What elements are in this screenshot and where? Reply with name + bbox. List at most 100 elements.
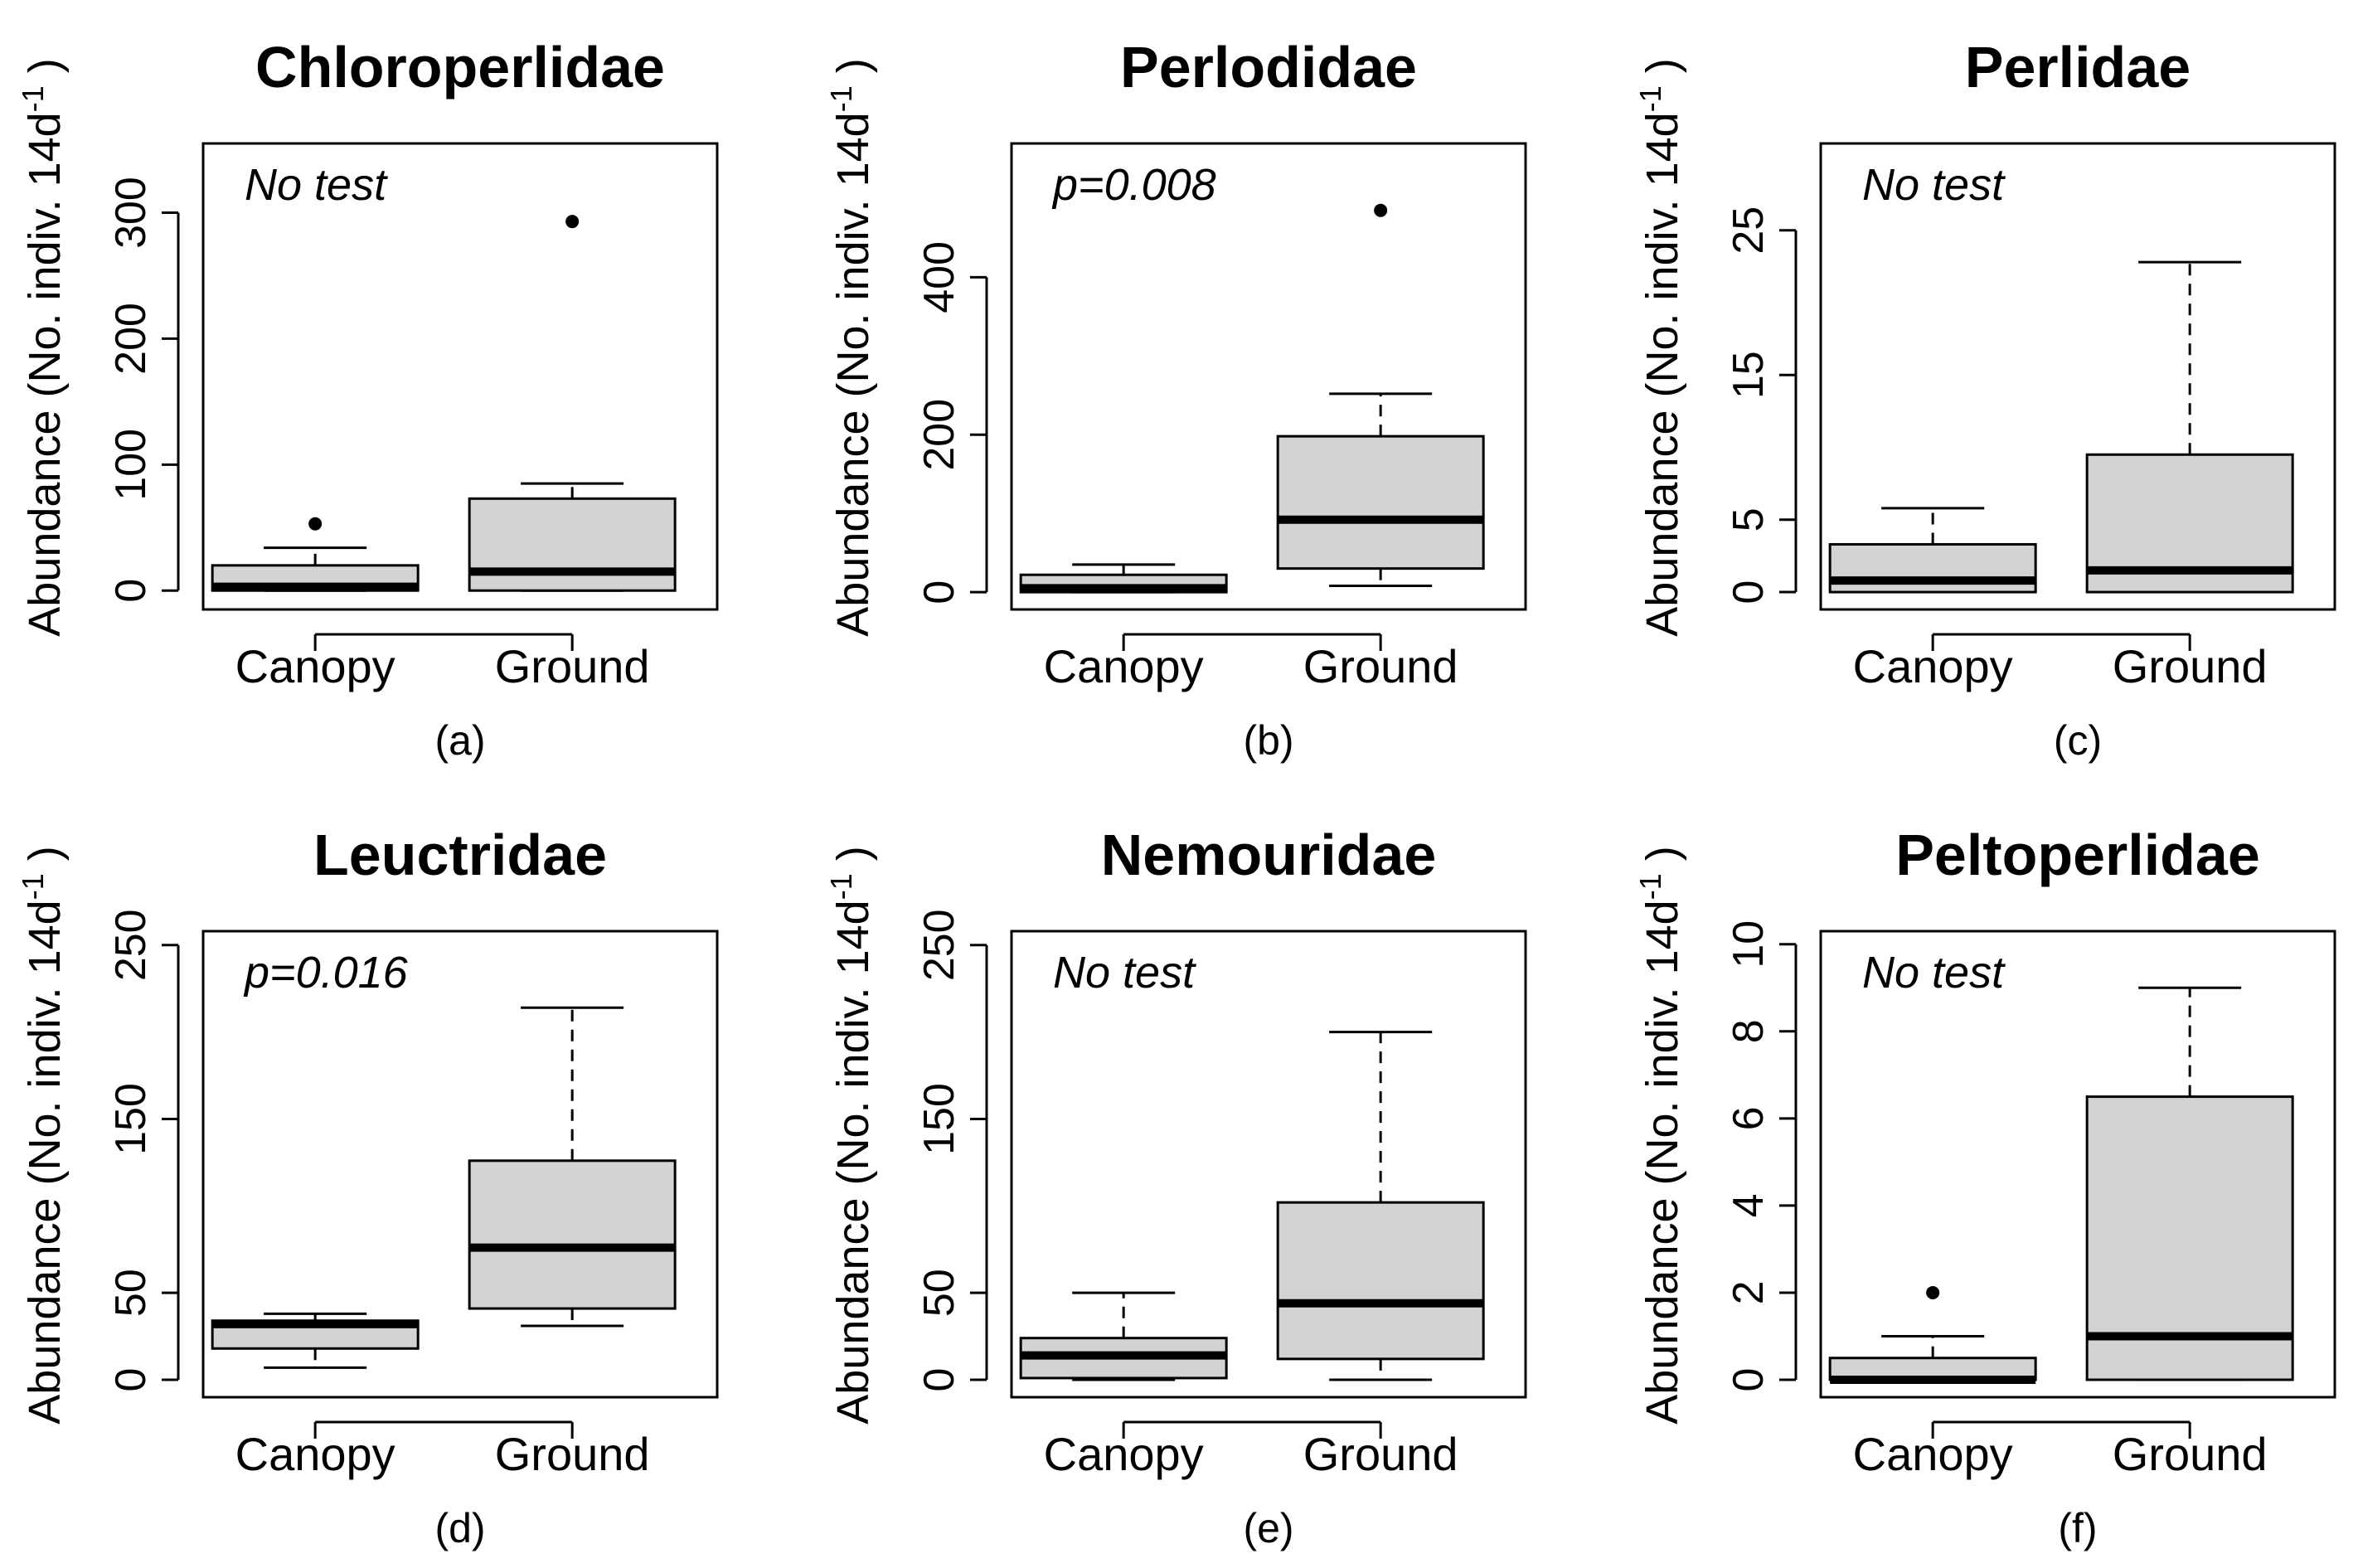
test-annotation: No test — [1862, 160, 2006, 210]
test-annotation: No test — [245, 160, 388, 210]
y-axis-title: Abundance (No. indiv. 14d-1 ) — [1633, 846, 1687, 1424]
panel-label: (c) — [2054, 717, 2102, 764]
test-annotation: No test — [1862, 948, 2006, 998]
y-axis-title-sup: -1 — [824, 873, 858, 900]
panel-label: (a) — [434, 717, 485, 764]
y-tick-label: 200 — [915, 399, 963, 471]
panel-title: Leuctridae — [313, 823, 607, 887]
box-iqr — [1276, 434, 1485, 570]
box-canopy — [1019, 563, 1228, 594]
panel-title: Perlodidae — [1120, 35, 1417, 100]
y-tick-label: 5 — [1725, 507, 1773, 532]
y-tick-label: 0 — [1725, 1368, 1773, 1392]
box-iqr — [1828, 542, 2037, 594]
y-tick-label: 8 — [1725, 1019, 1773, 1043]
x-tick-label: Ground — [1303, 1428, 1458, 1480]
plot-frame — [201, 142, 719, 611]
x-tick-label: Canopy — [1853, 1428, 2013, 1480]
test-annotation: p=0.016 — [243, 948, 409, 998]
y-tick-label: 15 — [1725, 351, 1773, 399]
y-tick-label: 50 — [107, 1269, 155, 1317]
box-canopy — [211, 517, 420, 592]
y-axis-title-main: Abundance (No. indiv. 14d — [20, 900, 70, 1424]
y-tick-label: 2 — [1725, 1280, 1773, 1304]
plot-frame — [201, 930, 719, 1399]
y-tick-label: 6 — [1725, 1106, 1773, 1130]
panel-4: Leuctridae 0 50 150 250 Canopy Ground(d) Abunda… — [16, 823, 719, 1551]
y-tick-label: 25 — [1725, 206, 1773, 255]
test-annotation: p=0.008 — [1051, 160, 1216, 210]
box-ground — [468, 215, 677, 592]
box-iqr — [1276, 1201, 1485, 1361]
panel-label: (d) — [434, 1505, 485, 1551]
y-axis-title-main: Abundance (No. indiv. 14d — [1638, 112, 1687, 636]
y-tick-label: 150 — [107, 1083, 155, 1155]
panel-title: Peltoperlidae — [1895, 823, 2260, 887]
x-tick-label: Canopy — [235, 1428, 395, 1480]
y-tick-label: 100 — [107, 429, 155, 501]
y-axis-title: Abundance (No. indiv. 14d-1 ) — [824, 846, 878, 1424]
y-tick-label: 50 — [915, 1269, 963, 1317]
y-axis-title-close: ) — [1638, 58, 1687, 85]
y-axis-title-close: ) — [828, 58, 878, 85]
x-tick-label: Ground — [2113, 1428, 2268, 1480]
box-ground — [1276, 1031, 1485, 1381]
y-tick-label: 300 — [107, 177, 155, 249]
y-axis-title-sup: -1 — [16, 85, 50, 112]
y-tick-label: 0 — [915, 580, 963, 604]
y-tick-label: 400 — [915, 241, 963, 313]
y-axis-title: Abundance (No. indiv. 14d-1 ) — [1633, 58, 1687, 636]
outlier-point — [565, 215, 580, 229]
box-canopy — [1828, 507, 2037, 594]
x-tick-label: Canopy — [1044, 1428, 1204, 1480]
box-canopy — [211, 1312, 420, 1369]
y-tick-label: 10 — [1725, 920, 1773, 968]
y-axis-title-sup: -1 — [1633, 85, 1667, 112]
box-canopy — [1019, 1291, 1228, 1381]
y-axis-title-main: Abundance (No. indiv. 14d — [1638, 900, 1687, 1424]
x-tick-label: Ground — [1303, 640, 1458, 692]
y-axis-title-close: ) — [20, 58, 70, 85]
panel-label: (e) — [1243, 1505, 1293, 1551]
panel-title: Nemouridae — [1101, 823, 1437, 887]
y-axis-title: Abundance (No. indiv. 14d-1 ) — [16, 846, 70, 1424]
y-axis-title-close: ) — [20, 846, 70, 873]
box-iqr — [468, 497, 677, 592]
y-axis-title-main: Abundance (No. indiv. 14d — [828, 900, 878, 1424]
panel-label: (b) — [1243, 717, 1293, 764]
y-tick-label: 200 — [107, 303, 155, 375]
panel-5: Nemouridae 0 50 150 250 Canopy Ground(e) Abunda… — [824, 823, 1527, 1551]
y-axis-title-sup: -1 — [824, 85, 858, 112]
y-tick-label: 250 — [107, 909, 155, 981]
x-tick-label: Canopy — [235, 640, 395, 692]
y-tick-label: 0 — [107, 1368, 155, 1392]
y-axis-title-close: ) — [1638, 846, 1687, 873]
test-annotation: No test — [1053, 948, 1196, 998]
panel-6: Peltoperlidae 0 2 4 6 8 10 Canopy Ground (f) Abund… — [1633, 823, 2336, 1551]
y-axis-title-sup: -1 — [1633, 873, 1667, 900]
panel-title: Perlidae — [1965, 35, 2191, 100]
y-axis-title-sup: -1 — [16, 873, 50, 900]
outlier-point — [1374, 203, 1388, 217]
x-tick-label: Canopy — [1853, 640, 2013, 692]
box-iqr — [468, 1159, 677, 1310]
y-tick-label: 0 — [1725, 580, 1773, 604]
x-tick-label: Ground — [495, 1428, 650, 1480]
plot-frame — [1010, 142, 1527, 611]
panel-title: Chloroperlidae — [255, 35, 665, 100]
outlier-point — [308, 517, 323, 531]
panel-3: Perlidae 0 5 15 25 Canopy Ground(c) Abundance (… — [1633, 35, 2336, 764]
panel-1: Chloroperlidae 0 100 200 300 Canopy Ground(a) A… — [16, 35, 719, 764]
y-tick-label: 0 — [915, 1368, 963, 1392]
x-tick-label: Canopy — [1044, 640, 1204, 692]
box-ground — [2085, 260, 2294, 594]
outlier-point — [1926, 1285, 1940, 1299]
y-axis-title-close: ) — [828, 846, 878, 873]
box-ground — [2085, 986, 2294, 1381]
x-tick-label: Ground — [2113, 640, 2268, 692]
y-axis-title-main: Abundance (No. indiv. 14d — [828, 112, 878, 636]
plot-frame — [1819, 930, 2336, 1399]
y-tick-label: 4 — [1725, 1193, 1773, 1217]
